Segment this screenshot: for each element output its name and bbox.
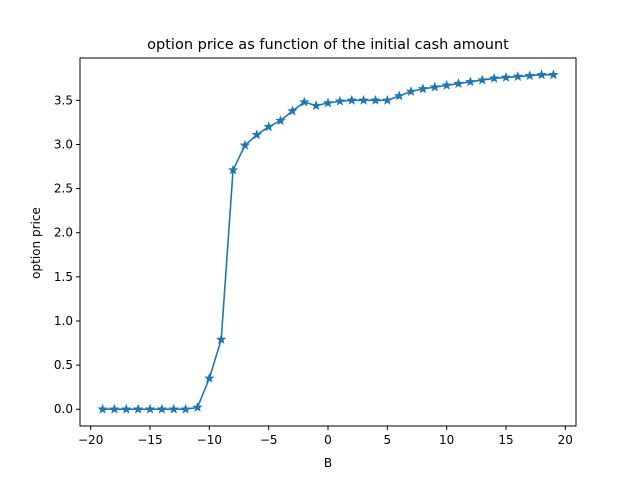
axes-frame	[79, 57, 577, 427]
x-axis: −20 −15 −10 −5 0 5 10 15 20	[78, 426, 573, 447]
y-tick-label: 2.0	[54, 226, 73, 240]
x-tick-label: −15	[137, 433, 162, 447]
x-tick-label: −20	[78, 433, 103, 447]
data-point-marker	[310, 100, 322, 111]
y-tick-label: 3.5	[54, 93, 73, 107]
data-point-marker	[488, 72, 500, 83]
data-point-marker	[370, 94, 381, 105]
data-point-marker	[109, 403, 120, 414]
data-point-marker	[121, 403, 132, 414]
data-point-marker	[536, 69, 547, 80]
y-tick-label: 0.0	[54, 402, 73, 416]
x-tick-label: 5	[384, 433, 392, 447]
data-point-marker	[227, 164, 239, 175]
data-point-marker	[275, 115, 286, 126]
data-point-marker	[204, 372, 215, 383]
data-point-marker	[251, 129, 262, 140]
data-point-marker	[405, 86, 417, 96]
x-tick-label: −10	[197, 433, 222, 447]
data-point-marker	[524, 70, 535, 81]
data-point-marker	[358, 94, 369, 105]
data-point-marker	[180, 403, 191, 414]
data-point-marker	[97, 403, 108, 414]
data-point-marker	[239, 139, 251, 150]
y-tick-label: 0.5	[54, 358, 73, 372]
data-point-marker	[477, 74, 488, 85]
data-point-marker	[417, 83, 429, 94]
y-tick-label: 1.0	[54, 314, 73, 328]
y-tick-label: 2.5	[54, 182, 73, 196]
data-point-marker	[299, 96, 310, 107]
data-point-marker	[322, 97, 334, 108]
x-axis-label: B	[324, 456, 332, 470]
x-tick-label: 15	[498, 433, 513, 447]
x-tick-label: −5	[260, 433, 278, 447]
chart-title: option price as function of the initial …	[147, 37, 509, 53]
y-tick-label: 1.5	[54, 270, 73, 284]
x-tick-label: 20	[558, 433, 573, 447]
data-point-marker	[382, 94, 393, 105]
data-point-marker	[441, 79, 452, 90]
data-point-marker	[346, 94, 357, 105]
data-point-marker	[465, 76, 476, 87]
x-tick-label: 10	[439, 433, 454, 447]
data-point-marker	[287, 105, 298, 116]
data-point-marker	[192, 402, 203, 412]
plot-area	[97, 69, 559, 414]
data-point-marker	[168, 403, 179, 414]
data-point-marker	[144, 403, 156, 414]
data-point-marker	[429, 81, 440, 92]
y-axis: 0.0 0.5 1.0 1.5 2.0 2.5 3.0 3.5	[54, 93, 80, 416]
data-point-marker	[132, 403, 144, 414]
data-point-marker	[512, 71, 524, 81]
data-point-marker	[548, 69, 559, 80]
data-point-marker	[263, 121, 274, 132]
data-point-marker	[453, 78, 464, 89]
y-tick-label: 3.0	[54, 137, 73, 151]
y-axis-label: option price	[29, 207, 43, 279]
data-point-marker	[394, 90, 405, 101]
data-point-marker	[216, 334, 227, 344]
data-point-marker	[156, 403, 168, 414]
data-point-marker	[334, 95, 346, 106]
x-tick-label: 0	[324, 433, 332, 447]
data-point-marker	[500, 71, 512, 82]
